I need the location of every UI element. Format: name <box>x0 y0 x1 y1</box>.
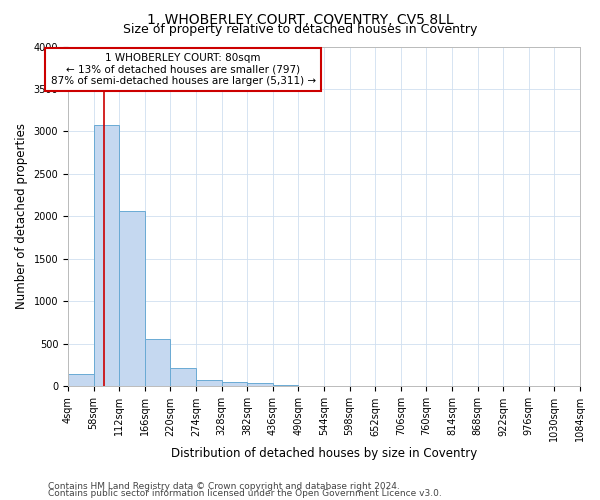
Bar <box>196 380 221 386</box>
Text: 1 WHOBERLEY COURT: 80sqm
← 13% of detached houses are smaller (797)
87% of semi-: 1 WHOBERLEY COURT: 80sqm ← 13% of detach… <box>50 53 316 86</box>
Bar <box>68 374 94 386</box>
Text: 1, WHOBERLEY COURT, COVENTRY, CV5 8LL: 1, WHOBERLEY COURT, COVENTRY, CV5 8LL <box>146 12 454 26</box>
X-axis label: Distribution of detached houses by size in Coventry: Distribution of detached houses by size … <box>171 447 477 460</box>
Text: Contains HM Land Registry data © Crown copyright and database right 2024.: Contains HM Land Registry data © Crown c… <box>48 482 400 491</box>
Bar <box>119 212 145 386</box>
Bar <box>221 382 247 386</box>
Bar <box>247 384 273 386</box>
Y-axis label: Number of detached properties: Number of detached properties <box>15 124 28 310</box>
Text: Size of property relative to detached houses in Coventry: Size of property relative to detached ho… <box>123 22 477 36</box>
Bar <box>145 340 170 386</box>
Text: Contains public sector information licensed under the Open Government Licence v3: Contains public sector information licen… <box>48 489 442 498</box>
Bar <box>94 125 119 386</box>
Bar <box>170 368 196 386</box>
Bar <box>273 385 298 386</box>
